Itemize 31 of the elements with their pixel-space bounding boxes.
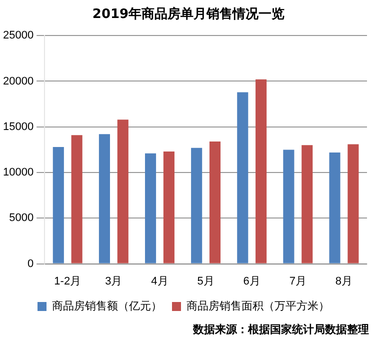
legend-label: 商品房销售额（亿元）: [52, 300, 162, 313]
bar: [209, 141, 221, 264]
bar: [117, 120, 128, 264]
x-tick-label: 6月: [243, 275, 260, 288]
bar: [71, 135, 82, 264]
bar: [52, 146, 64, 264]
bar: [98, 134, 110, 264]
x-tick-label: 8月: [335, 275, 353, 288]
source-note: 数据来源：根据国家统计局数据整理: [192, 322, 370, 337]
y-tick-label: 0: [27, 258, 34, 270]
bar: [163, 152, 174, 264]
y-tick-label: 25000: [2, 30, 34, 42]
bar: [144, 153, 156, 264]
legend-label: 商品房销售面积（万平方米）: [186, 300, 330, 313]
bar: [237, 92, 248, 264]
x-tick-label: 7月: [289, 275, 306, 288]
x-tick-label: 4月: [151, 275, 168, 288]
bar: [256, 79, 267, 264]
x-tick-label: 3月: [105, 275, 122, 288]
chart-title: 2019年商品房单月销售情况一览: [91, 6, 286, 24]
bar: [348, 144, 359, 264]
y-tick-label: 5000: [9, 212, 34, 224]
bar: [191, 148, 202, 264]
x-tick-label: 5月: [197, 275, 214, 288]
bar: [283, 150, 294, 264]
bar: [329, 152, 340, 264]
bar: [302, 145, 313, 264]
y-tick-label: 10000: [2, 166, 34, 179]
y-tick-label: 15000: [2, 120, 34, 133]
x-tick-label: 1-2月: [54, 275, 82, 288]
y-tick-label: 20000: [2, 75, 34, 88]
